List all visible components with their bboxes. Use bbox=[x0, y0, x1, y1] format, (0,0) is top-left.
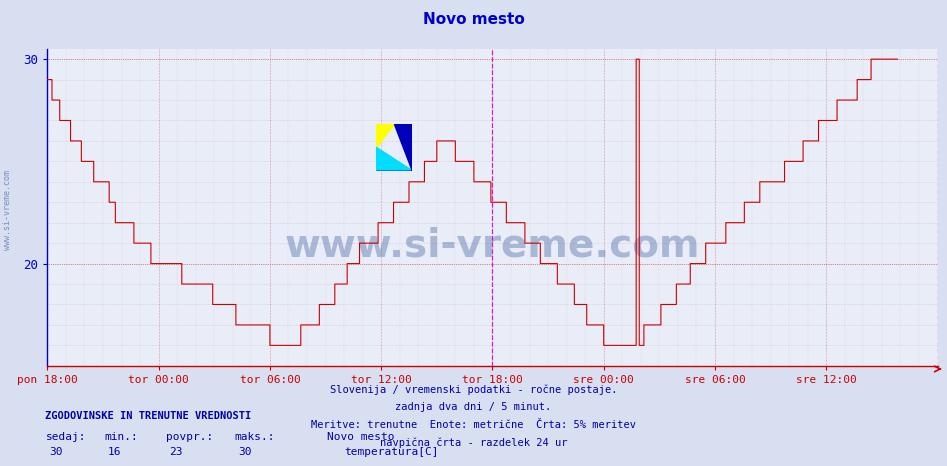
Polygon shape bbox=[376, 124, 412, 171]
Text: sedaj:: sedaj: bbox=[45, 432, 86, 441]
Text: 16: 16 bbox=[108, 447, 121, 457]
Text: navpična črta - razdelek 24 ur: navpična črta - razdelek 24 ur bbox=[380, 438, 567, 448]
Text: Novo mesto: Novo mesto bbox=[422, 12, 525, 27]
Text: 30: 30 bbox=[239, 447, 252, 457]
Text: ZGODOVINSKE IN TRENUTNE VREDNOSTI: ZGODOVINSKE IN TRENUTNE VREDNOSTI bbox=[45, 411, 252, 421]
Text: temperatura[C]: temperatura[C] bbox=[344, 447, 438, 457]
Text: Meritve: trenutne  Enote: metrične  Črta: 5% meritev: Meritve: trenutne Enote: metrične Črta: … bbox=[311, 420, 636, 430]
Text: www.si-vreme.com: www.si-vreme.com bbox=[3, 170, 12, 250]
Text: 30: 30 bbox=[49, 447, 63, 457]
Text: 23: 23 bbox=[170, 447, 183, 457]
Text: povpr.:: povpr.: bbox=[166, 432, 213, 441]
Polygon shape bbox=[376, 124, 394, 147]
Polygon shape bbox=[376, 147, 412, 171]
Text: www.si-vreme.com: www.si-vreme.com bbox=[285, 226, 700, 264]
Text: Slovenija / vremenski podatki - ročne postaje.: Slovenija / vremenski podatki - ročne po… bbox=[330, 384, 617, 395]
Text: min.:: min.: bbox=[104, 432, 138, 441]
Text: maks.:: maks.: bbox=[235, 432, 276, 441]
Text: Novo mesto: Novo mesto bbox=[327, 432, 394, 441]
Text: zadnja dva dni / 5 minut.: zadnja dva dni / 5 minut. bbox=[396, 402, 551, 412]
